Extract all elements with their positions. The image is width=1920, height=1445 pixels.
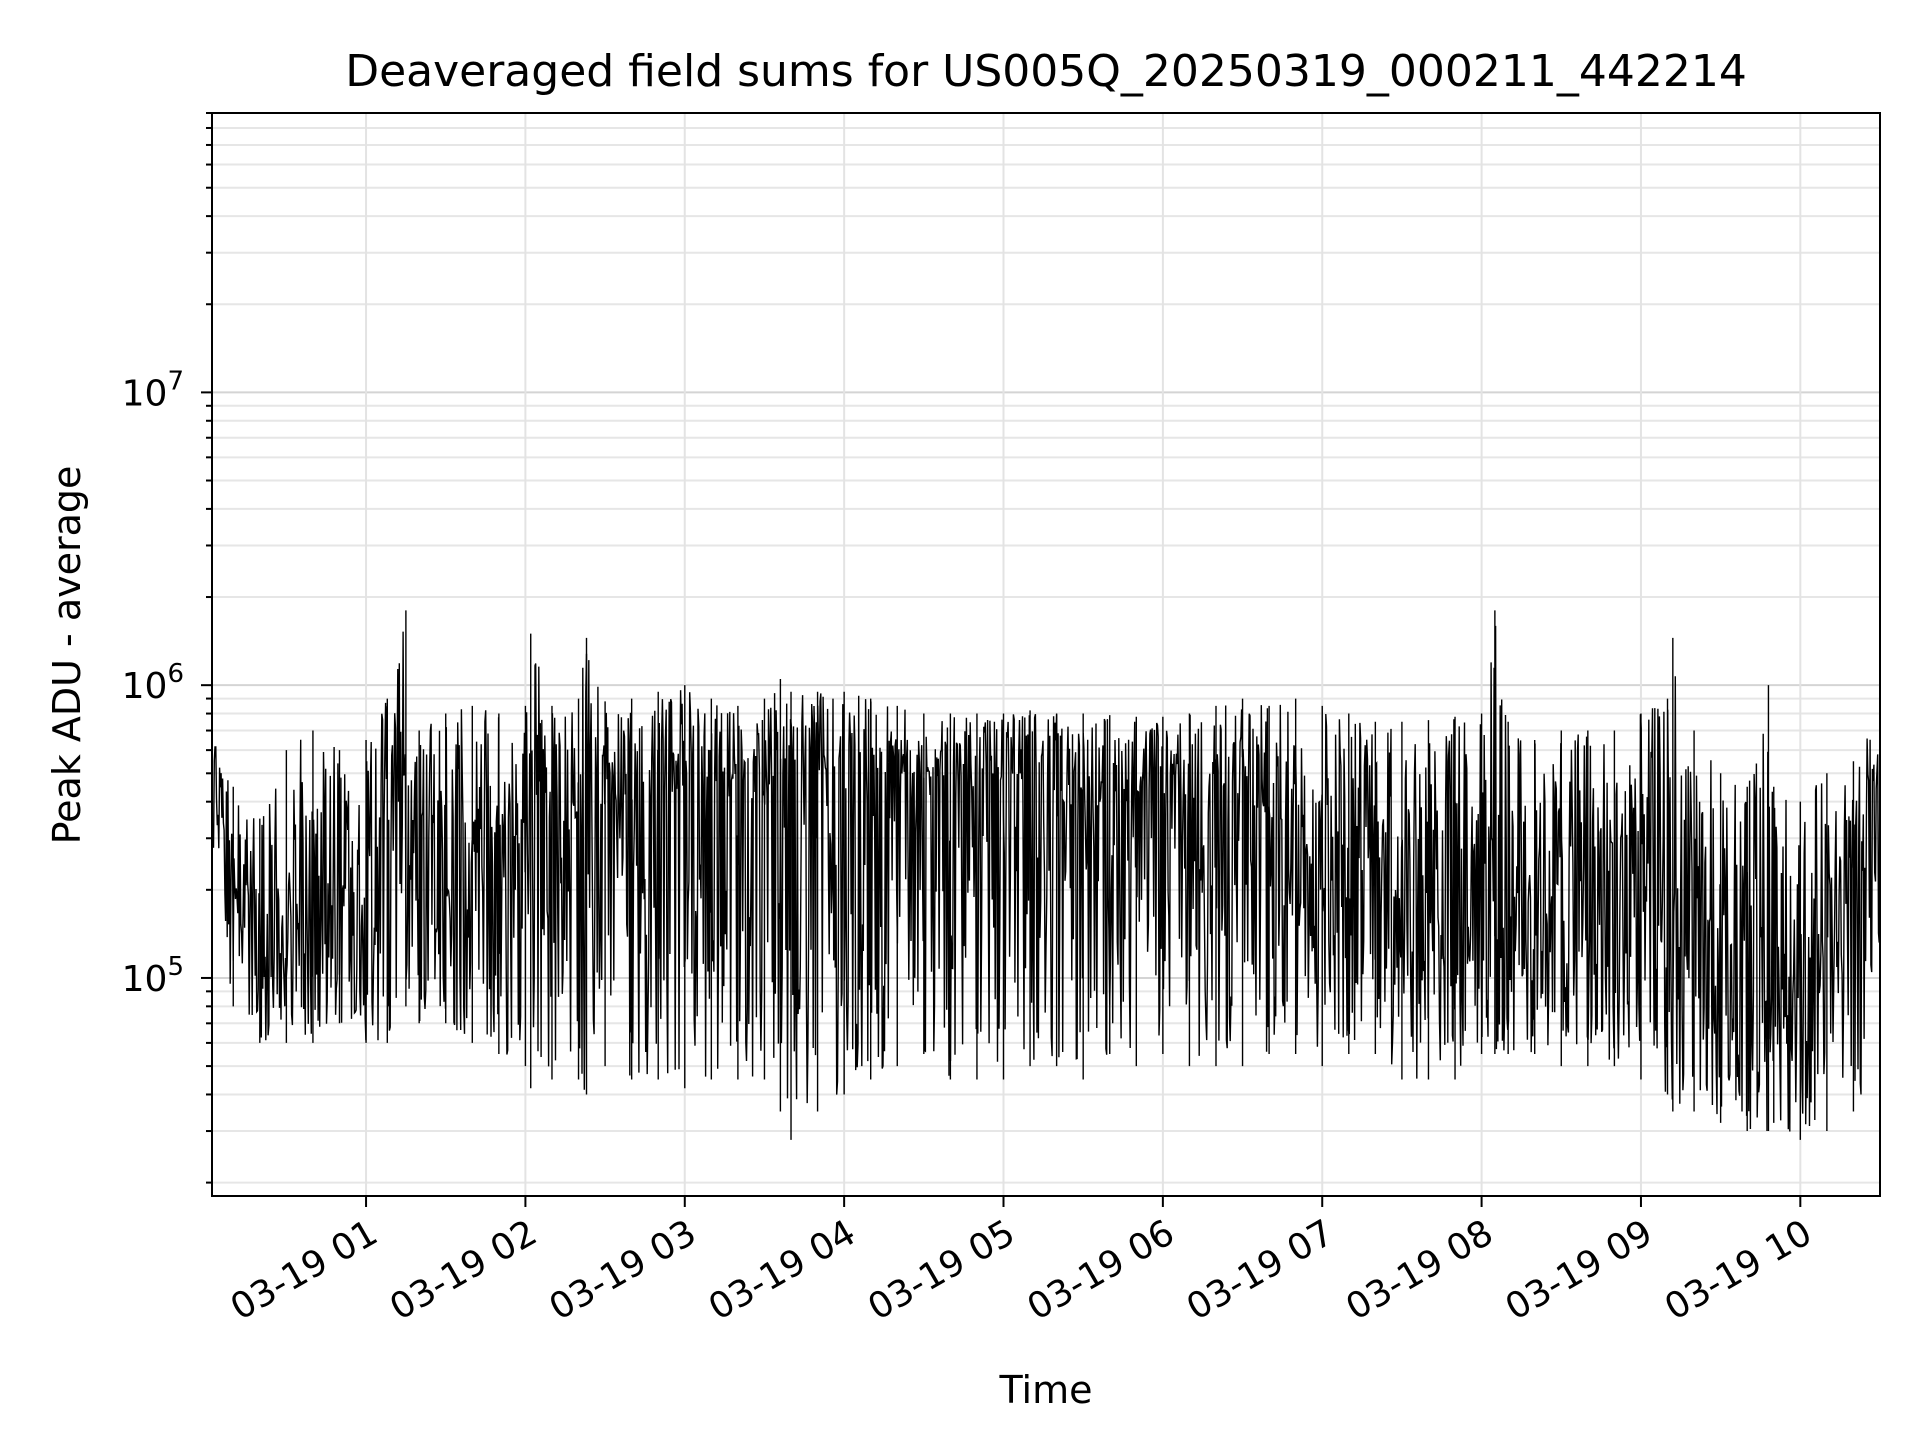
plot-area bbox=[211, 610, 1881, 1140]
x-tick-label: 03-19 04 bbox=[702, 1212, 863, 1328]
y-tick-label: 107 bbox=[122, 366, 184, 414]
x-tick-label: 03-19 01 bbox=[224, 1212, 385, 1328]
y-tick-label: 106 bbox=[122, 659, 184, 707]
grid bbox=[212, 112, 1880, 1196]
chart-title: Deaveraged field sums for US005Q_2025031… bbox=[345, 46, 1747, 97]
x-tick-label: 03-19 02 bbox=[383, 1212, 544, 1328]
x-axis-label: Time bbox=[999, 1368, 1093, 1412]
x-tick-label: 03-19 10 bbox=[1658, 1212, 1819, 1328]
x-tick-label: 03-19 07 bbox=[1180, 1212, 1341, 1328]
x-tick-label: 03-19 08 bbox=[1339, 1212, 1500, 1328]
series-line bbox=[211, 625, 1881, 1132]
x-tick-label: 03-19 03 bbox=[543, 1212, 704, 1328]
x-tick-label: 03-19 06 bbox=[1021, 1212, 1182, 1328]
y-tick-label: 105 bbox=[122, 952, 184, 1000]
x-tick-label: 03-19 05 bbox=[861, 1212, 1022, 1328]
plot-frame bbox=[211, 112, 1881, 1197]
y-axis-label: Peak ADU - average bbox=[45, 466, 89, 845]
x-tick-label: 03-19 09 bbox=[1499, 1212, 1660, 1328]
